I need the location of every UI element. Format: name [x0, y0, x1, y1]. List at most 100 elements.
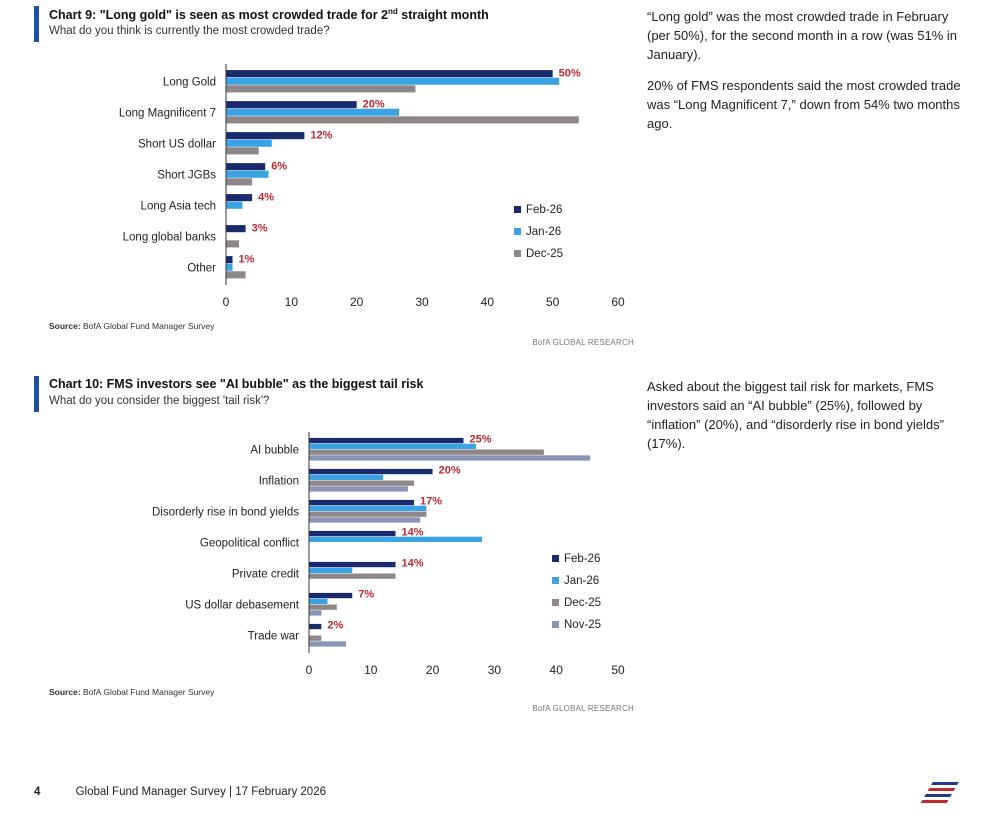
- bar: [226, 178, 253, 186]
- bofa-flag-logo-icon: [920, 782, 959, 803]
- category-label: Private credit: [232, 569, 300, 581]
- bar: [309, 505, 427, 511]
- category-label: AI bubble: [250, 445, 299, 457]
- bar: [226, 147, 259, 155]
- bar: [309, 443, 476, 449]
- category-label: Other: [187, 263, 216, 275]
- x-tick-label: 0: [223, 295, 230, 309]
- chart10-commentary: Asked about the biggest tail risk for ma…: [647, 377, 965, 465]
- bar: [226, 116, 579, 124]
- chart10-brand: BofA GLOBAL RESEARCH: [532, 704, 634, 713]
- data-label: 2%: [327, 620, 343, 632]
- bar: [226, 132, 305, 140]
- x-tick-label: 40: [481, 295, 495, 309]
- bar: [309, 561, 396, 568]
- legend-label: Feb-26: [564, 553, 600, 565]
- bar: [226, 256, 233, 264]
- x-tick-label: 0: [306, 663, 313, 677]
- chart10-subtitle: What do you consider the biggest 'tail r…: [49, 395, 270, 407]
- bar: [226, 108, 400, 116]
- x-tick-label: 60: [611, 295, 625, 309]
- data-label: 14%: [402, 558, 424, 570]
- bar: [226, 263, 233, 271]
- bar: [226, 77, 560, 85]
- category-label: Short JGBs: [157, 170, 216, 182]
- commentary-paragraph: Asked about the biggest tail risk for ma…: [647, 379, 944, 451]
- bar: [309, 474, 384, 480]
- bar: [309, 517, 421, 523]
- bar: [309, 536, 483, 542]
- x-tick-label: 10: [285, 295, 299, 309]
- bar: [309, 641, 347, 647]
- legend-label: Feb-26: [526, 204, 562, 216]
- bar: [309, 486, 408, 492]
- legend-swatch: [552, 621, 559, 628]
- x-tick-label: 40: [550, 663, 564, 677]
- x-tick-label: 30: [488, 663, 502, 677]
- bar: [226, 163, 266, 171]
- bar: [309, 449, 544, 455]
- chart9-subtitle: What do you think is currently the most …: [49, 25, 330, 37]
- category-label: Inflation: [259, 476, 299, 488]
- chart10-accent-bar: [34, 376, 39, 412]
- bar: [309, 455, 591, 461]
- commentary-paragraph: 20% of FMS respondents said the most cro…: [647, 78, 961, 131]
- bar: [309, 437, 464, 444]
- x-tick-label: 10: [364, 663, 378, 677]
- data-label: 7%: [358, 589, 374, 601]
- data-label: 25%: [470, 434, 492, 446]
- chart9-plot: Long Gold 50% Long Magnificent 7 20% Short U…: [119, 64, 625, 309]
- bar: [226, 225, 246, 233]
- category-label: Short US dollar: [138, 139, 216, 151]
- bar: [226, 139, 272, 147]
- data-label: 20%: [363, 99, 385, 111]
- data-label: 6%: [271, 161, 287, 173]
- bar: [309, 530, 396, 537]
- x-tick-label: 20: [426, 663, 440, 677]
- bar: [309, 623, 322, 630]
- x-tick-label: 30: [415, 295, 429, 309]
- category-label: Long global banks: [123, 232, 217, 244]
- commentary-paragraph: “Long gold” was the most crowded trade i…: [647, 9, 957, 62]
- chart9-commentary: “Long gold” was the most crowded trade i…: [647, 7, 965, 145]
- category-label: Geopolitical conflict: [200, 538, 300, 550]
- data-label: 14%: [402, 527, 424, 539]
- chart9-title: Chart 9: "Long gold" is seen as most cro…: [49, 7, 489, 23]
- bar: [309, 592, 353, 599]
- bar: [309, 604, 337, 610]
- bar: [309, 499, 415, 506]
- chart10-plot: AI bubble 25% Inflation 20% Disorderly rise …: [152, 432, 625, 677]
- legend-swatch: [552, 577, 559, 584]
- bar: [226, 170, 269, 178]
- bar: [226, 201, 243, 209]
- legend-swatch: [552, 599, 559, 606]
- page-footer: 4 Global Fund Manager Survey | 17 Februa…: [34, 786, 326, 798]
- legend-label: Dec-25: [564, 597, 601, 609]
- category-label: Long Gold: [163, 77, 216, 89]
- data-label: 4%: [258, 192, 274, 204]
- category-label: Long Magnificent 7: [119, 108, 216, 120]
- bar: [309, 573, 396, 579]
- x-tick-label: 50: [611, 663, 625, 677]
- legend-swatch: [514, 228, 521, 235]
- chart10-block: Chart 10: FMS investors see "AI bubble" …: [34, 376, 634, 716]
- x-tick-label: 50: [546, 295, 560, 309]
- bar: [309, 511, 427, 517]
- bar: [226, 194, 253, 202]
- legend-swatch: [514, 206, 521, 213]
- data-label: 3%: [252, 223, 268, 235]
- bar: [309, 468, 433, 475]
- chart10-source: Source: BofA Global Fund Manager Survey: [49, 687, 215, 697]
- x-tick-label: 20: [350, 295, 364, 309]
- legend-swatch: [552, 555, 559, 562]
- bar: [309, 598, 328, 604]
- category-label: Long Asia tech: [141, 201, 216, 213]
- data-label: 20%: [439, 465, 461, 477]
- chart10-title: Chart 10: FMS investors see "AI bubble" …: [49, 377, 424, 391]
- legend-label: Jan-26: [526, 226, 561, 238]
- bar: [309, 567, 353, 573]
- data-label: 12%: [310, 130, 332, 142]
- bar: [226, 85, 416, 93]
- chart9-source: Source: BofA Global Fund Manager Survey: [49, 321, 215, 331]
- page-number: 4: [34, 786, 41, 798]
